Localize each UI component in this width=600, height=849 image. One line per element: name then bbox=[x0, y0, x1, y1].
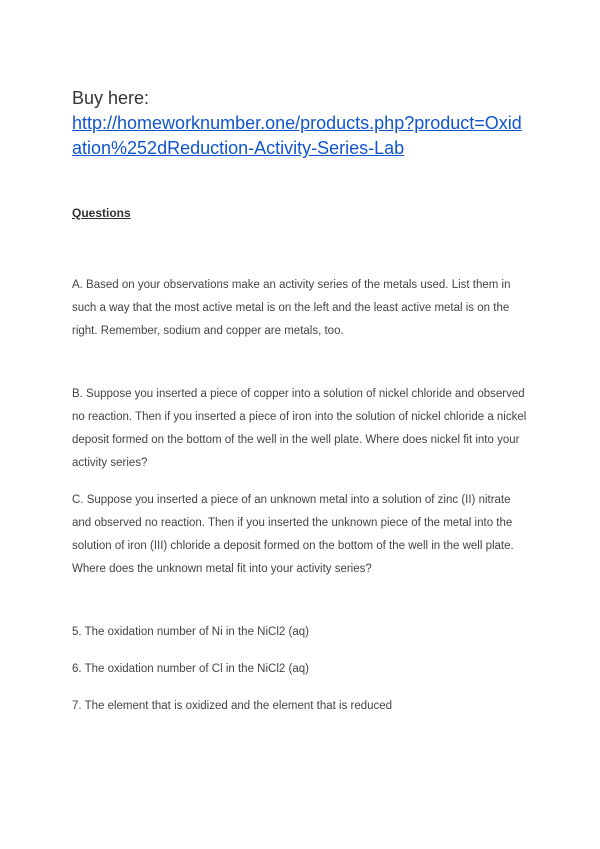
question-7: 7. The element that is oxidized and the … bbox=[72, 695, 528, 718]
title-prefix: Buy here: bbox=[72, 88, 149, 108]
questions-heading: Questions bbox=[72, 206, 528, 220]
title-block: Buy here: http://homeworknumber.one/prod… bbox=[72, 86, 528, 162]
question-6: 6. The oxidation number of Cl in the NiC… bbox=[72, 658, 528, 681]
question-a: A. Based on your observations make an ac… bbox=[72, 274, 528, 343]
question-b: B. Suppose you inserted a piece of coppe… bbox=[72, 383, 528, 475]
question-5: 5. The oxidation number of Ni in the NiC… bbox=[72, 621, 528, 644]
question-c: C. Suppose you inserted a piece of an un… bbox=[72, 489, 528, 581]
product-link[interactable]: http://homeworknumber.one/products.php?p… bbox=[72, 113, 522, 158]
